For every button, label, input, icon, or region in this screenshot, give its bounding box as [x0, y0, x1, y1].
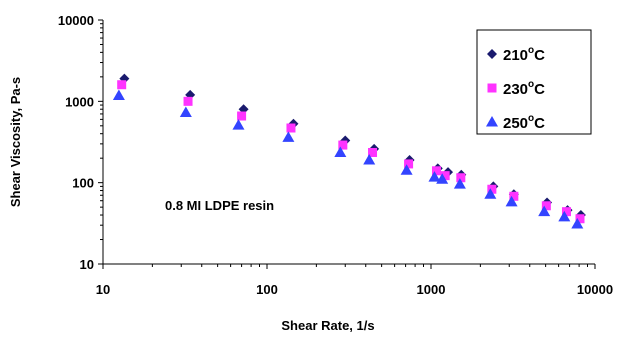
point-250C — [400, 164, 413, 175]
point-230C — [487, 184, 497, 194]
legend-box — [476, 29, 592, 135]
y-tick-label: 10 — [80, 257, 94, 272]
point-230C — [368, 147, 378, 157]
point-250C — [179, 106, 192, 117]
legend-marker-250C — [486, 116, 498, 127]
y-tick-label: 100 — [72, 176, 94, 191]
point-230C — [338, 140, 348, 150]
point-250C — [363, 153, 376, 165]
legend-degree-sup: o — [528, 79, 534, 90]
x-axis-label: Shear Rate, 1/s — [281, 318, 374, 333]
point-230C — [286, 123, 296, 133]
point-230C — [561, 207, 571, 217]
point-250C — [558, 210, 571, 222]
point-250C — [571, 218, 584, 229]
point-230C — [456, 173, 466, 183]
data-points — [112, 73, 586, 229]
point-250C — [112, 89, 125, 100]
point-250C — [334, 146, 347, 157]
legend-label-210C: 210oC — [503, 45, 545, 64]
legend-degree-sup: o — [528, 113, 534, 124]
y-axis-label: Shear Viscosity, Pa-s — [8, 77, 23, 207]
legend-marker-210C — [487, 49, 497, 59]
point-250C — [436, 173, 449, 184]
point-230C — [541, 201, 551, 211]
legend-marker-230C — [487, 83, 497, 93]
point-230C — [575, 214, 585, 224]
point-250C — [484, 188, 497, 199]
point-230C — [117, 80, 127, 90]
point-230C — [183, 96, 193, 106]
resin-annotation: 0.8 MI LDPE resin — [165, 198, 274, 213]
point-250C — [232, 119, 245, 130]
legend-label-230C: 230oC — [503, 79, 545, 98]
plot-axes: 10 100 1000 10000 10 100 1000 10000 — [58, 13, 613, 297]
point-230C — [431, 166, 441, 176]
point-230C — [509, 191, 519, 201]
legend-unit: C — [534, 115, 545, 132]
legend-temp-value: 230 — [503, 81, 528, 98]
y-tick-label: 1000 — [65, 94, 94, 109]
x-tick-label: 10000 — [577, 282, 613, 297]
legend-temp-value: 210 — [503, 47, 528, 64]
legend-unit: C — [534, 47, 545, 64]
legend-unit: C — [534, 81, 545, 98]
point-250C — [282, 131, 295, 142]
legend-degree-sup: o — [528, 45, 534, 56]
point-230C — [237, 111, 247, 121]
point-250C — [538, 205, 551, 217]
legend-label-250C: 250oC — [503, 113, 545, 132]
y-tick-label: 10000 — [58, 13, 94, 28]
point-250C — [505, 195, 518, 207]
point-250C — [453, 178, 466, 189]
legend-temp-value: 250 — [503, 115, 528, 132]
x-tick-label: 1000 — [417, 282, 446, 297]
x-tick-label: 10 — [96, 282, 110, 297]
point-230C — [440, 171, 450, 181]
point-250C — [428, 171, 441, 182]
x-tick-label: 100 — [256, 282, 278, 297]
point-230C — [404, 159, 414, 169]
